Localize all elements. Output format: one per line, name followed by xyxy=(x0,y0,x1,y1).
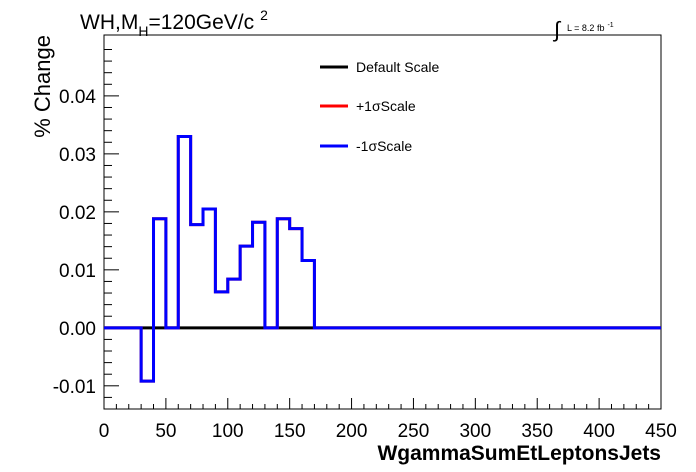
lumi-text: L = 8.2 fb xyxy=(567,23,604,33)
series-layer xyxy=(104,134,661,383)
y-tick-label: 0.03 xyxy=(59,145,96,166)
lumi-label: L = 8.2 fb -1 xyxy=(567,22,614,33)
plot-title: WH,MH=120GeV/c 2 xyxy=(80,7,268,39)
x-tick-label: 450 xyxy=(645,421,677,442)
x-tick-label: 400 xyxy=(583,421,615,442)
y-axis-title: % Change xyxy=(30,35,55,138)
title-main: WH,M xyxy=(80,11,138,34)
y-tick-label: 0.02 xyxy=(59,203,96,224)
y-tick-label: -0.01 xyxy=(53,377,96,398)
legend: Default Scale +1σScale -1σScale xyxy=(320,59,439,154)
x-tick-label: 150 xyxy=(274,421,306,442)
x-tick-label: 200 xyxy=(336,421,368,442)
plot-frame xyxy=(103,34,662,410)
x-tick-label: 50 xyxy=(155,421,176,442)
title-rest: =120GeV/c xyxy=(148,11,254,34)
x-axis-title: WgammaSumEtLeptonsJets xyxy=(377,442,661,465)
x-tick-label: 300 xyxy=(459,421,491,442)
title-subscript: H xyxy=(138,23,148,39)
x-tick-label: 0 xyxy=(99,421,110,442)
axis-ticks: 0 50 100 150 200 250 300 350 400 450 -0.01 0.00 0.01… xyxy=(53,48,677,442)
lumi-superscript: -1 xyxy=(607,22,613,29)
legend-label-default: Default Scale xyxy=(356,59,439,75)
y-tick-label: 0.00 xyxy=(59,319,96,340)
series-line-1 xyxy=(104,134,661,383)
title-superscript: 2 xyxy=(260,7,268,23)
x-tick-label: 250 xyxy=(398,421,430,442)
x-tick-label: 100 xyxy=(212,421,244,442)
lumi-integral: ∫ xyxy=(552,17,562,42)
x-tick-label: 350 xyxy=(521,421,553,442)
y-tick-label: 0.04 xyxy=(59,87,96,108)
legend-label-plus1sigma: +1σScale xyxy=(356,98,416,114)
series-line-2 xyxy=(104,134,661,383)
y-tick-label: 0.01 xyxy=(59,261,96,282)
legend-label-minus1sigma: -1σScale xyxy=(356,138,412,154)
